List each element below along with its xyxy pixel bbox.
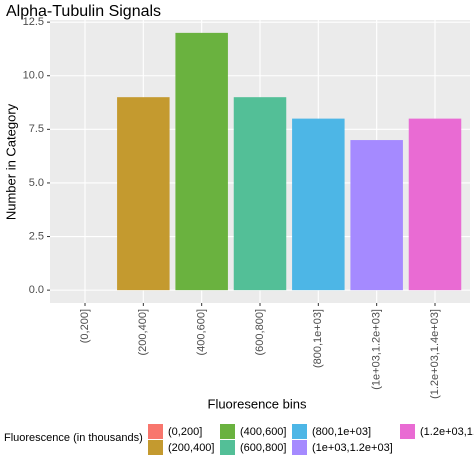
bar	[292, 118, 345, 291]
legend-key	[292, 440, 307, 455]
legend-label: (800,1e+03]	[312, 426, 371, 438]
bar	[350, 140, 403, 291]
chart-title: Alpha-Tubulin Signals	[6, 3, 161, 20]
x-tick-label: (800,1e+03]	[312, 309, 324, 368]
x-tick-label: (1.2e+03,1.4e+03]	[429, 309, 441, 399]
y-axis-title: Number in Category	[3, 103, 18, 220]
x-tick-label: (400,600]	[196, 309, 208, 355]
legend-key	[148, 440, 163, 455]
bar	[408, 118, 462, 291]
x-tick-label: (1e+03,1.2e+03]	[371, 309, 383, 390]
y-tick-label: 0.0	[29, 284, 44, 296]
bar	[233, 97, 287, 291]
legend-key	[148, 424, 163, 439]
y-tick-label: 5.0	[29, 177, 44, 189]
legend-key	[400, 424, 415, 439]
legend-key	[220, 440, 235, 455]
x-axis-title: Fluoresence bins	[208, 396, 307, 411]
y-tick-label: 10.0	[23, 70, 44, 82]
y-tick-label: 12.5	[23, 16, 44, 28]
legend-label: (400,600]	[240, 426, 286, 438]
y-tick-label: 2.5	[29, 230, 44, 242]
bar	[117, 97, 170, 291]
bar	[175, 32, 228, 291]
y-tick-label: 7.5	[29, 123, 44, 135]
legend-label: (1e+03,1.2e+03]	[312, 442, 393, 454]
legend-label: (1.2e+03,1.4e+03]	[420, 426, 474, 438]
x-tick-label: (0,200]	[79, 309, 91, 343]
legend-label: (0,200]	[168, 426, 202, 438]
legend-key	[292, 424, 307, 439]
x-tick-label: (600,800]	[254, 309, 266, 355]
legend-label: (200,400]	[168, 442, 214, 454]
x-tick-label: (200,400]	[137, 309, 149, 355]
legend-title: Fluorescence (in thousands)	[4, 432, 143, 444]
legend-label: (600,800]	[240, 442, 286, 454]
legend-key	[220, 424, 235, 439]
